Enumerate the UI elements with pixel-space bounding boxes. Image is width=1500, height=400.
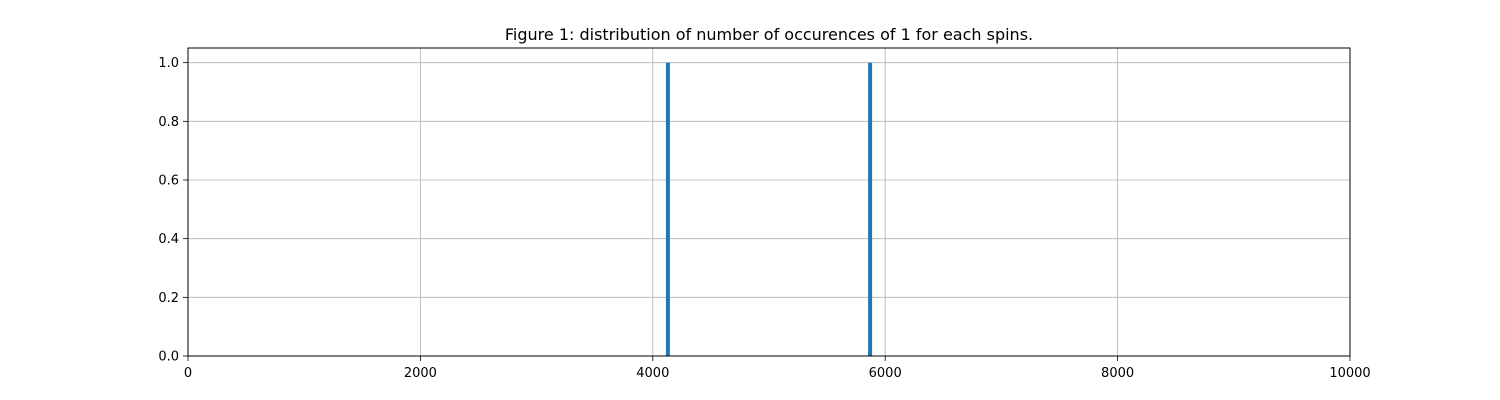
x-axis: 0 2000 4000 6000 8000 10000 xyxy=(184,356,1371,381)
bar xyxy=(665,62,670,357)
y-tick-label: 0.0 xyxy=(158,350,179,365)
y-tick-label: 0.2 xyxy=(158,291,179,306)
x-tick-label: 6000 xyxy=(869,366,902,381)
y-tick-label: 1.0 xyxy=(158,56,179,71)
x-tick-label: 4000 xyxy=(636,366,669,381)
x-tick-label: 0 xyxy=(184,366,192,381)
plot-frame xyxy=(187,47,1351,357)
plot-area xyxy=(188,48,1350,356)
x-tick-label: 2000 xyxy=(404,366,437,381)
y-tick-label: 0.4 xyxy=(158,232,179,247)
bar-series xyxy=(665,62,873,357)
y-tick-label: 0.8 xyxy=(158,115,179,130)
y-axis: 0.0 0.2 0.4 0.6 0.8 1.0 xyxy=(158,56,188,365)
y-tick-label: 0.6 xyxy=(158,174,179,189)
chart-title: Figure 1: distribution of number of occu… xyxy=(505,25,1033,44)
bar xyxy=(868,62,873,357)
x-tick-label: 8000 xyxy=(1101,366,1134,381)
x-tick-label: 10000 xyxy=(1329,366,1370,381)
